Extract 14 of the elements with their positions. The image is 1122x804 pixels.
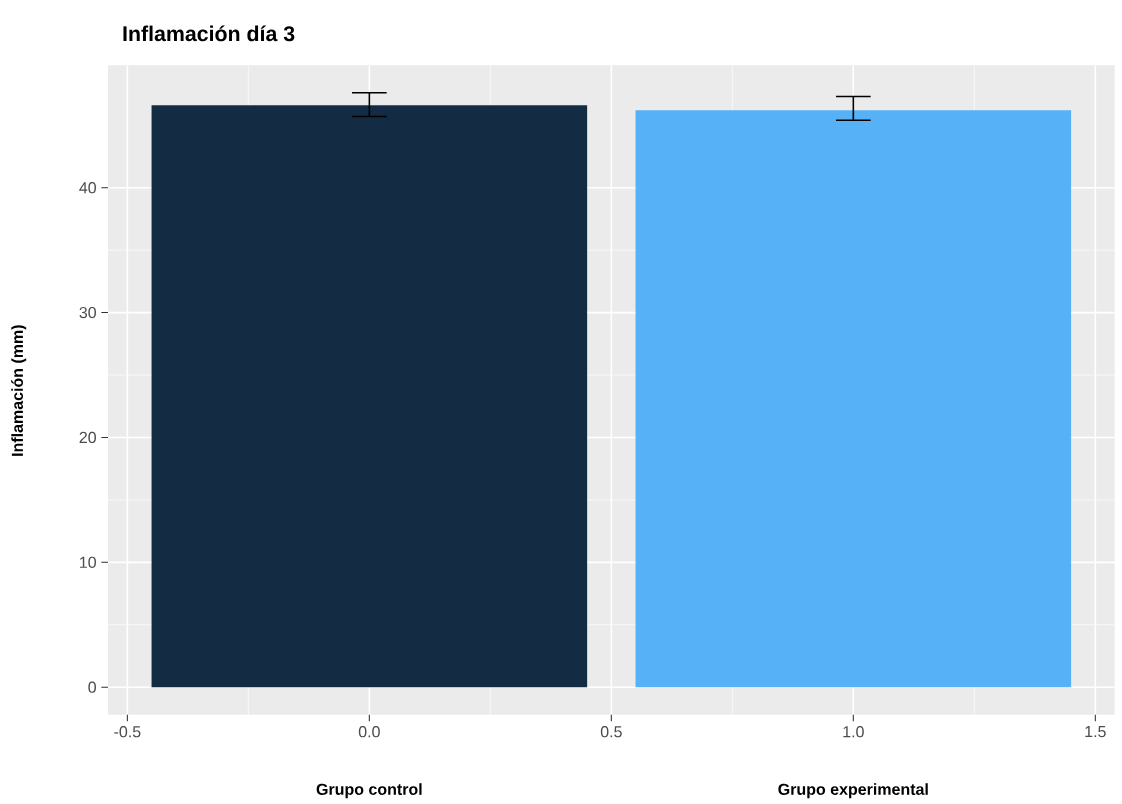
- y-tick-label: 40: [79, 182, 96, 194]
- x-tick-label: 1.0: [843, 726, 864, 738]
- chart-title: Inflamación día 3: [123, 25, 295, 42]
- y-tick-label: 0: [88, 681, 97, 693]
- x-tick-label: 0.5: [600, 726, 622, 738]
- y-tick-label: 30: [79, 306, 96, 319]
- y-tick-label: 20: [79, 431, 96, 444]
- text: Grupo control: [316, 783, 422, 799]
- y-axis-title: Inflamación (mm): [11, 325, 27, 456]
- text: Grupo experimental: [778, 783, 928, 799]
- x-tick-label: 1.5: [1085, 726, 1106, 738]
- x-tick-label: -0.5: [114, 726, 141, 738]
- y-tick-label: 10: [80, 556, 96, 568]
- x-tick-label: 0.0: [358, 726, 380, 738]
